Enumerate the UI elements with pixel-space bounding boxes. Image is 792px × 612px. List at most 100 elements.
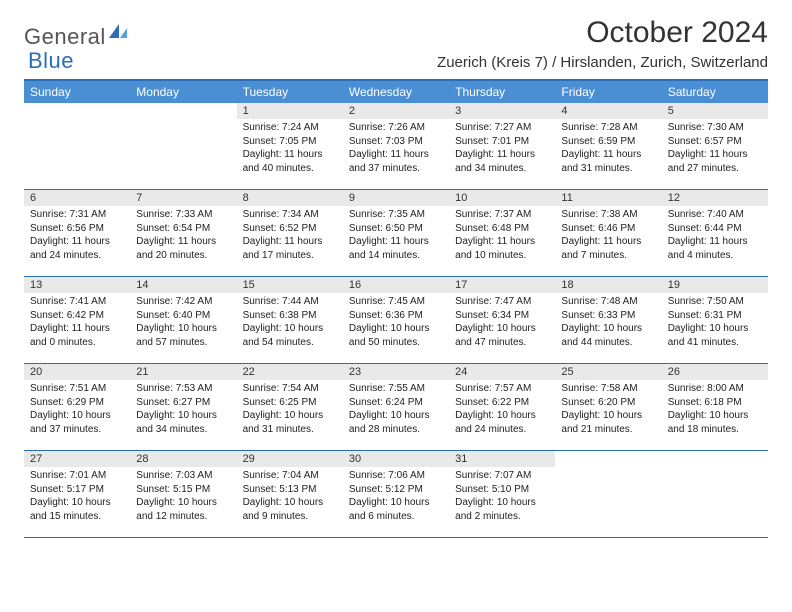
sunset-text: Sunset: 6:48 PM	[455, 222, 549, 236]
sunset-text: Sunset: 6:52 PM	[243, 222, 337, 236]
sunrise-text: Sunrise: 7:45 AM	[349, 295, 443, 309]
daylight-text: Daylight: 11 hours and 10 minutes.	[455, 235, 549, 262]
sunset-text: Sunset: 6:25 PM	[243, 396, 337, 410]
sunrise-text: Sunrise: 7:57 AM	[455, 382, 549, 396]
day-cell: 31Sunrise: 7:07 AMSunset: 5:10 PMDayligh…	[449, 451, 555, 537]
day-info: Sunrise: 7:28 AMSunset: 6:59 PMDaylight:…	[555, 119, 661, 179]
daylight-text: Daylight: 10 hours and 9 minutes.	[243, 496, 337, 523]
sunset-text: Sunset: 6:18 PM	[668, 396, 762, 410]
day-number: 24	[449, 364, 555, 380]
day-number	[662, 451, 768, 455]
daylight-text: Daylight: 10 hours and 47 minutes.	[455, 322, 549, 349]
day-info: Sunrise: 7:07 AMSunset: 5:10 PMDaylight:…	[449, 467, 555, 527]
day-info: Sunrise: 7:55 AMSunset: 6:24 PMDaylight:…	[343, 380, 449, 440]
daylight-text: Daylight: 10 hours and 41 minutes.	[668, 322, 762, 349]
daylight-text: Daylight: 10 hours and 2 minutes.	[455, 496, 549, 523]
weekday-header: Sunday	[24, 81, 130, 103]
sunset-text: Sunset: 6:33 PM	[561, 309, 655, 323]
sunrise-text: Sunrise: 7:41 AM	[30, 295, 124, 309]
daylight-text: Daylight: 11 hours and 0 minutes.	[30, 322, 124, 349]
day-cell: 24Sunrise: 7:57 AMSunset: 6:22 PMDayligh…	[449, 364, 555, 450]
sunset-text: Sunset: 7:05 PM	[243, 135, 337, 149]
sunset-text: Sunset: 6:57 PM	[668, 135, 762, 149]
day-number: 10	[449, 190, 555, 206]
day-cell: 4Sunrise: 7:28 AMSunset: 6:59 PMDaylight…	[555, 103, 661, 189]
day-info: Sunrise: 7:03 AMSunset: 5:15 PMDaylight:…	[130, 467, 236, 527]
daylight-text: Daylight: 10 hours and 31 minutes.	[243, 409, 337, 436]
day-cell	[662, 451, 768, 537]
month-title: October 2024	[437, 16, 768, 50]
daylight-text: Daylight: 10 hours and 28 minutes.	[349, 409, 443, 436]
day-info: Sunrise: 7:54 AMSunset: 6:25 PMDaylight:…	[237, 380, 343, 440]
weeks-container: 1Sunrise: 7:24 AMSunset: 7:05 PMDaylight…	[24, 103, 768, 538]
sunset-text: Sunset: 6:31 PM	[668, 309, 762, 323]
sunrise-text: Sunrise: 7:51 AM	[30, 382, 124, 396]
sunset-text: Sunset: 6:22 PM	[455, 396, 549, 410]
sunrise-text: Sunrise: 7:31 AM	[30, 208, 124, 222]
day-cell: 28Sunrise: 7:03 AMSunset: 5:15 PMDayligh…	[130, 451, 236, 537]
sunset-text: Sunset: 6:27 PM	[136, 396, 230, 410]
weekday-header: Tuesday	[237, 81, 343, 103]
day-cell: 18Sunrise: 7:48 AMSunset: 6:33 PMDayligh…	[555, 277, 661, 363]
sunrise-text: Sunrise: 7:03 AM	[136, 469, 230, 483]
day-number: 21	[130, 364, 236, 380]
day-cell: 10Sunrise: 7:37 AMSunset: 6:48 PMDayligh…	[449, 190, 555, 276]
day-info: Sunrise: 7:04 AMSunset: 5:13 PMDaylight:…	[237, 467, 343, 527]
sunset-text: Sunset: 6:24 PM	[349, 396, 443, 410]
sunrise-text: Sunrise: 7:33 AM	[136, 208, 230, 222]
week-row: 1Sunrise: 7:24 AMSunset: 7:05 PMDaylight…	[24, 103, 768, 190]
weekday-header: Friday	[555, 81, 661, 103]
week-row: 13Sunrise: 7:41 AMSunset: 6:42 PMDayligh…	[24, 277, 768, 364]
day-number: 26	[662, 364, 768, 380]
header: General October 2024 Zuerich (Kreis 7) /…	[24, 16, 768, 71]
sunrise-text: Sunrise: 7:35 AM	[349, 208, 443, 222]
day-info: Sunrise: 7:35 AMSunset: 6:50 PMDaylight:…	[343, 206, 449, 266]
day-cell: 15Sunrise: 7:44 AMSunset: 6:38 PMDayligh…	[237, 277, 343, 363]
day-number	[555, 451, 661, 455]
daylight-text: Daylight: 11 hours and 14 minutes.	[349, 235, 443, 262]
sunrise-text: Sunrise: 7:06 AM	[349, 469, 443, 483]
sunset-text: Sunset: 6:38 PM	[243, 309, 337, 323]
day-cell: 17Sunrise: 7:47 AMSunset: 6:34 PMDayligh…	[449, 277, 555, 363]
sunset-text: Sunset: 6:36 PM	[349, 309, 443, 323]
day-cell: 14Sunrise: 7:42 AMSunset: 6:40 PMDayligh…	[130, 277, 236, 363]
day-info: Sunrise: 7:53 AMSunset: 6:27 PMDaylight:…	[130, 380, 236, 440]
sunset-text: Sunset: 5:17 PM	[30, 483, 124, 497]
sunrise-text: Sunrise: 7:54 AM	[243, 382, 337, 396]
day-number: 17	[449, 277, 555, 293]
day-number: 9	[343, 190, 449, 206]
day-number: 18	[555, 277, 661, 293]
day-info: Sunrise: 7:48 AMSunset: 6:33 PMDaylight:…	[555, 293, 661, 353]
day-info: Sunrise: 7:34 AMSunset: 6:52 PMDaylight:…	[237, 206, 343, 266]
week-row: 20Sunrise: 7:51 AMSunset: 6:29 PMDayligh…	[24, 364, 768, 451]
day-info: Sunrise: 7:41 AMSunset: 6:42 PMDaylight:…	[24, 293, 130, 353]
sunrise-text: Sunrise: 7:01 AM	[30, 469, 124, 483]
logo-blue-text: Blue	[28, 48, 74, 74]
day-number: 13	[24, 277, 130, 293]
weekday-header-row: SundayMondayTuesdayWednesdayThursdayFrid…	[24, 81, 768, 103]
sunrise-text: Sunrise: 7:47 AM	[455, 295, 549, 309]
day-cell: 3Sunrise: 7:27 AMSunset: 7:01 PMDaylight…	[449, 103, 555, 189]
weekday-header: Thursday	[449, 81, 555, 103]
day-number: 12	[662, 190, 768, 206]
day-cell: 30Sunrise: 7:06 AMSunset: 5:12 PMDayligh…	[343, 451, 449, 537]
day-number: 27	[24, 451, 130, 467]
day-number: 23	[343, 364, 449, 380]
day-cell	[555, 451, 661, 537]
day-cell: 19Sunrise: 7:50 AMSunset: 6:31 PMDayligh…	[662, 277, 768, 363]
day-info: Sunrise: 7:31 AMSunset: 6:56 PMDaylight:…	[24, 206, 130, 266]
day-number: 14	[130, 277, 236, 293]
day-cell	[130, 103, 236, 189]
sunset-text: Sunset: 6:20 PM	[561, 396, 655, 410]
day-number: 1	[237, 103, 343, 119]
day-info: Sunrise: 7:30 AMSunset: 6:57 PMDaylight:…	[662, 119, 768, 179]
location: Zuerich (Kreis 7) / Hirslanden, Zurich, …	[437, 54, 768, 71]
day-cell: 22Sunrise: 7:54 AMSunset: 6:25 PMDayligh…	[237, 364, 343, 450]
sunrise-text: Sunrise: 7:07 AM	[455, 469, 549, 483]
week-row: 27 Sunrise: 7:01 AMSunset: 5:17 PM Dayligh…	[24, 451, 768, 538]
day-info: Sunrise: 7:06 AMSunset: 5:12 PMDaylight:…	[343, 467, 449, 527]
day-info: Sunrise: 8:00 AMSunset: 6:18 PMDaylight:…	[662, 380, 768, 440]
sunset-text: Sunset: 5:13 PM	[243, 483, 337, 497]
weekday-header: Saturday	[662, 81, 768, 103]
day-cell: 21Sunrise: 7:53 AMSunset: 6:27 PMDayligh…	[130, 364, 236, 450]
